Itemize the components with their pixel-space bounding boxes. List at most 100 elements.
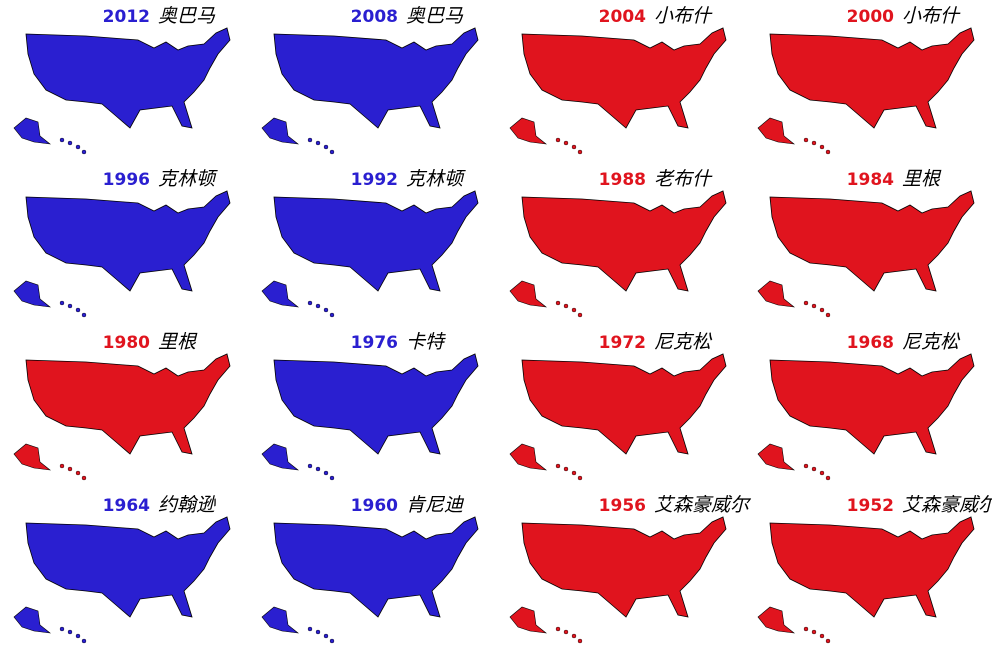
map-panel: 1972 尼克松 <box>509 331 727 481</box>
alaska <box>261 117 300 145</box>
hawaii <box>803 463 809 469</box>
year-label: 1988 <box>599 170 646 190</box>
alaska <box>13 443 52 471</box>
map-panel: 1952 艾森豪威尔 <box>757 494 992 644</box>
alaska <box>261 606 300 634</box>
map-panel: 1968 尼克松 <box>757 331 975 481</box>
us-map <box>273 27 479 129</box>
hawaii <box>819 144 825 150</box>
hawaii <box>555 137 561 143</box>
hawaii <box>819 307 825 313</box>
year-label: 1972 <box>599 333 646 353</box>
hawaii <box>307 463 313 469</box>
hawaii <box>825 312 831 318</box>
hawaii <box>563 629 569 635</box>
year-label: 1992 <box>351 170 398 190</box>
alaska <box>509 443 548 471</box>
hawaii <box>307 626 313 632</box>
hawaii <box>563 466 569 472</box>
president-name: 里根 <box>902 168 942 190</box>
year-label: 1996 <box>103 170 150 190</box>
map-panel: 2012 奥巴马 <box>13 5 231 155</box>
map-panel: 2004 小布什 <box>509 5 727 155</box>
us-map <box>25 516 231 618</box>
president-name: 克林顿 <box>406 168 466 190</box>
hawaii <box>323 307 329 313</box>
hawaii <box>803 626 809 632</box>
map-panel: 2008 奥巴马 <box>261 5 479 155</box>
hawaii <box>59 300 65 306</box>
hawaii <box>329 312 335 318</box>
map-panel: 1992 克林顿 <box>261 168 479 318</box>
hawaii <box>811 466 817 472</box>
hawaii <box>67 466 73 472</box>
president-name: 老布什 <box>654 168 713 190</box>
hawaii <box>563 303 569 309</box>
us-map <box>273 516 479 618</box>
map-panel: 1984 里根 <box>757 168 975 318</box>
hawaii <box>811 629 817 635</box>
president-name: 肯尼迪 <box>406 494 465 516</box>
year-label: 1960 <box>351 496 398 516</box>
hawaii <box>555 463 561 469</box>
hawaii <box>67 303 73 309</box>
alaska <box>261 443 300 471</box>
hawaii <box>81 638 87 644</box>
hawaii <box>75 470 81 476</box>
hawaii <box>825 475 831 481</box>
year-label: 1956 <box>599 496 646 516</box>
year-label: 2000 <box>847 7 894 27</box>
year-label: 1952 <box>847 496 894 516</box>
hawaii <box>315 303 321 309</box>
alaska <box>13 280 52 308</box>
hawaii <box>59 137 65 143</box>
president-name: 尼克松 <box>654 331 713 353</box>
alaska <box>509 117 548 145</box>
us-map <box>769 190 975 292</box>
president-name: 约翰逊 <box>158 494 216 516</box>
alaska <box>13 606 52 634</box>
hawaii <box>563 140 569 146</box>
us-map <box>25 353 231 455</box>
us-map <box>25 27 231 129</box>
hawaii <box>825 638 831 644</box>
hawaii <box>555 626 561 632</box>
hawaii <box>307 300 313 306</box>
hawaii <box>81 475 87 481</box>
alaska <box>509 280 548 308</box>
hawaii <box>803 137 809 143</box>
hawaii <box>819 470 825 476</box>
map-panel: 1980 里根 <box>13 331 231 481</box>
us-map <box>273 190 479 292</box>
hawaii <box>811 303 817 309</box>
hawaii <box>75 144 81 150</box>
hawaii <box>571 307 577 313</box>
hawaii <box>315 629 321 635</box>
us-map <box>25 190 231 292</box>
alaska <box>757 117 796 145</box>
hawaii <box>323 144 329 150</box>
hawaii <box>75 633 81 639</box>
alaska <box>757 443 796 471</box>
map-panel: 1976 卡特 <box>261 331 479 481</box>
year-label: 1968 <box>847 333 894 353</box>
us-map <box>521 190 727 292</box>
president-name: 尼克松 <box>902 331 961 353</box>
hawaii <box>577 638 583 644</box>
hawaii <box>315 140 321 146</box>
us-map <box>769 353 975 455</box>
map-panel: 1960 肯尼迪 <box>261 494 479 644</box>
hawaii <box>59 626 65 632</box>
year-label: 2004 <box>599 7 646 27</box>
year-label: 1984 <box>847 170 894 190</box>
hawaii <box>329 475 335 481</box>
us-map <box>769 516 975 618</box>
us-map <box>769 27 975 129</box>
hawaii <box>81 149 87 155</box>
hawaii <box>329 638 335 644</box>
hawaii <box>811 140 817 146</box>
president-name: 里根 <box>158 331 198 353</box>
alaska <box>757 606 796 634</box>
hawaii <box>555 300 561 306</box>
